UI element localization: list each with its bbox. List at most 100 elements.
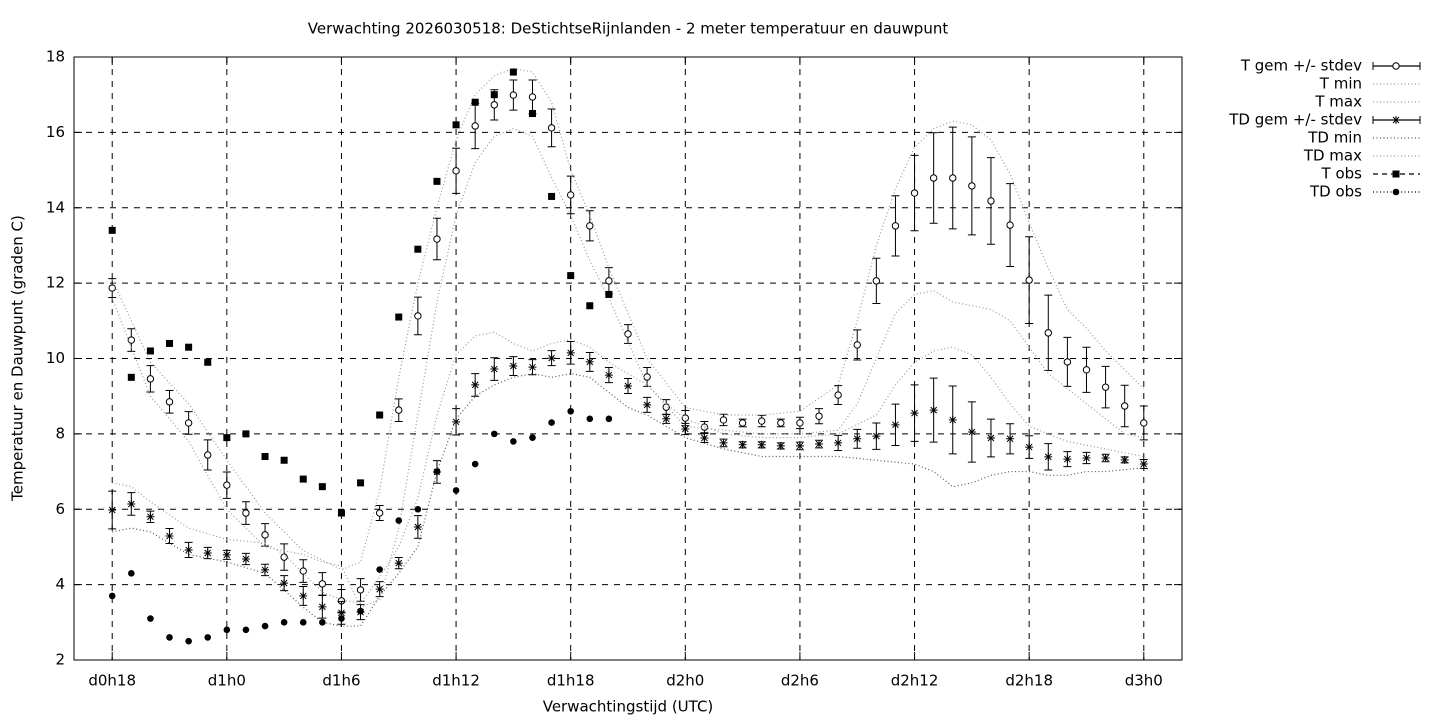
point: [223, 626, 231, 634]
point: [624, 330, 632, 338]
point: [1101, 383, 1110, 391]
point: [776, 441, 785, 450]
point: [777, 419, 785, 427]
legend-label: TD gem +/- stdev: [1228, 111, 1362, 129]
point: [203, 548, 212, 557]
point: [433, 468, 441, 475]
y-tick-label: 18: [46, 48, 65, 66]
point: [223, 481, 231, 489]
point: [357, 607, 364, 615]
point: [490, 430, 498, 438]
point: [204, 634, 212, 641]
legend-label: TD obs: [1309, 183, 1362, 201]
point: [318, 580, 327, 588]
point: [795, 441, 804, 450]
x-tick-label: d2h6: [781, 672, 819, 690]
point: [1139, 460, 1148, 469]
x-tick-label: d2h0: [666, 672, 704, 690]
point: [452, 417, 461, 426]
point: [528, 363, 537, 372]
point: [261, 622, 269, 630]
point: [605, 277, 613, 285]
point: [471, 460, 479, 468]
point: [1044, 329, 1052, 337]
legend-swatch: [1372, 62, 1421, 70]
point: [108, 226, 116, 234]
legend-label: TD max: [1303, 147, 1362, 165]
point: [719, 438, 728, 447]
point: [815, 440, 824, 449]
point: [318, 483, 326, 491]
point: [604, 371, 613, 380]
point: [987, 197, 995, 205]
x-tick-label: d1h6: [322, 672, 360, 690]
point: [242, 509, 250, 517]
point: [1120, 455, 1129, 464]
point: [338, 615, 345, 622]
x-tick-label: d1h0: [208, 672, 246, 690]
point: [184, 419, 193, 427]
point: [146, 347, 154, 355]
point: [1044, 452, 1053, 461]
point: [108, 506, 117, 515]
point: [967, 427, 976, 436]
point: [299, 591, 308, 600]
point: [509, 68, 517, 76]
point: [643, 373, 651, 381]
point: [242, 626, 250, 634]
y-tick-label: 10: [46, 349, 65, 367]
point: [414, 505, 422, 513]
point: [241, 554, 250, 563]
point: [318, 602, 327, 611]
point: [547, 354, 556, 363]
point: [948, 415, 957, 424]
point: [757, 440, 766, 449]
point: [108, 592, 116, 600]
point: [815, 412, 823, 420]
point: [796, 419, 804, 427]
point: [146, 512, 155, 521]
point: [528, 93, 537, 101]
point: [395, 406, 403, 414]
point: [853, 434, 862, 443]
point: [299, 567, 307, 575]
point: [337, 509, 345, 517]
point: [567, 272, 575, 280]
point: [929, 174, 938, 182]
point: [357, 479, 365, 487]
point: [605, 290, 613, 298]
point: [299, 619, 307, 626]
point: [529, 434, 536, 441]
legend-marker: [1392, 170, 1400, 178]
point: [376, 411, 384, 419]
point: [433, 177, 441, 185]
y-tick-label: 8: [55, 424, 65, 442]
point: [528, 110, 536, 118]
point: [356, 586, 365, 594]
point: [643, 400, 652, 409]
point: [127, 499, 136, 508]
point: [1006, 434, 1015, 443]
point: [834, 438, 843, 447]
point: [1082, 366, 1091, 374]
point: [490, 365, 499, 374]
point: [223, 434, 231, 442]
point: [872, 432, 881, 441]
legend-marker: [1392, 116, 1400, 124]
point: [490, 101, 498, 109]
point: [548, 419, 555, 426]
y-axis-label: Temperatuur en Dauwpunt (graden C): [9, 215, 27, 502]
point: [509, 91, 518, 99]
point: [165, 398, 174, 406]
point: [395, 313, 403, 321]
point: [738, 419, 747, 427]
point: [146, 375, 155, 383]
point: [910, 409, 919, 418]
point: [204, 451, 212, 459]
legend-label: T max: [1314, 93, 1362, 111]
point: [681, 424, 690, 433]
legend-marker: [1392, 188, 1400, 196]
point: [261, 565, 270, 574]
y-tick-label: 16: [46, 123, 65, 141]
x-tick-label: d2h18: [1005, 672, 1053, 690]
